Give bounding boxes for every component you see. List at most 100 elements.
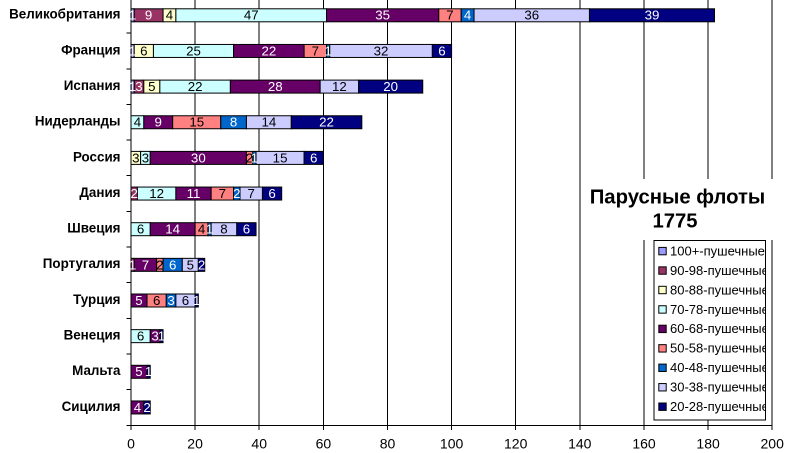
- svg-text:Нидерланды: Нидерланды: [35, 114, 121, 129]
- svg-text:180: 180: [696, 436, 720, 452]
- svg-text:4: 4: [134, 400, 141, 415]
- svg-text:30: 30: [191, 150, 206, 165]
- svg-text:Турция: Турция: [73, 292, 120, 307]
- svg-text:4: 4: [198, 222, 205, 237]
- svg-text:Мальта: Мальта: [72, 363, 121, 378]
- svg-text:1775: 1775: [652, 211, 697, 233]
- svg-text:6: 6: [310, 150, 317, 165]
- svg-text:6: 6: [438, 43, 445, 58]
- svg-text:1: 1: [206, 222, 213, 237]
- svg-text:1: 1: [129, 43, 136, 58]
- svg-text:3: 3: [167, 293, 174, 308]
- svg-text:100: 100: [440, 436, 464, 452]
- svg-text:60: 60: [316, 436, 332, 452]
- svg-text:80: 80: [380, 436, 396, 452]
- svg-text:20-28-пушечные: 20-28-пушечные: [670, 399, 769, 414]
- svg-text:7: 7: [248, 186, 255, 201]
- svg-text:8: 8: [220, 222, 227, 237]
- svg-text:14: 14: [261, 115, 276, 130]
- svg-text:Испания: Испания: [64, 78, 121, 93]
- svg-text:200: 200: [761, 436, 785, 452]
- svg-text:1: 1: [129, 257, 136, 272]
- svg-text:1: 1: [129, 8, 136, 23]
- svg-text:40: 40: [251, 436, 267, 452]
- svg-text:90-98-пушечные: 90-98-пушечные: [670, 263, 769, 278]
- svg-text:25: 25: [186, 43, 201, 58]
- svg-text:2: 2: [198, 257, 205, 272]
- svg-text:1: 1: [193, 293, 200, 308]
- svg-text:6: 6: [169, 257, 176, 272]
- svg-text:12: 12: [149, 186, 164, 201]
- svg-text:Португалия: Португалия: [43, 256, 121, 271]
- svg-text:Парусные флоты: Парусные флоты: [590, 187, 766, 209]
- svg-text:6: 6: [243, 222, 250, 237]
- svg-text:Дания: Дания: [79, 185, 120, 200]
- svg-text:15: 15: [273, 150, 288, 165]
- svg-text:3: 3: [151, 329, 158, 344]
- svg-text:5: 5: [148, 79, 155, 94]
- svg-text:4: 4: [134, 115, 141, 130]
- svg-text:6: 6: [268, 186, 275, 201]
- svg-text:2: 2: [246, 150, 253, 165]
- svg-text:2: 2: [233, 186, 240, 201]
- svg-text:4: 4: [464, 8, 471, 23]
- svg-text:1: 1: [324, 43, 331, 58]
- svg-text:5: 5: [187, 257, 194, 272]
- svg-text:32: 32: [374, 43, 389, 58]
- svg-text:50-58-пушечные: 50-58-пушечные: [670, 341, 769, 356]
- svg-text:7: 7: [219, 186, 226, 201]
- svg-text:47: 47: [244, 8, 259, 23]
- svg-text:11: 11: [187, 186, 201, 201]
- svg-text:7: 7: [142, 257, 149, 272]
- svg-text:Россия: Россия: [73, 149, 121, 164]
- svg-text:60-68-пушечные: 60-68-пушечные: [670, 321, 769, 336]
- svg-text:40-48-пушечные: 40-48-пушечные: [670, 360, 769, 375]
- svg-text:Венеция: Венеция: [64, 328, 121, 343]
- svg-text:2: 2: [131, 186, 138, 201]
- svg-text:Франция: Франция: [61, 42, 120, 57]
- svg-text:22: 22: [261, 43, 276, 58]
- svg-text:2: 2: [143, 400, 150, 415]
- svg-text:35: 35: [375, 8, 390, 23]
- svg-text:30-38-пушечные: 30-38-пушечные: [670, 380, 769, 395]
- svg-text:1: 1: [129, 79, 136, 94]
- svg-text:15: 15: [189, 115, 204, 130]
- svg-text:6: 6: [153, 293, 160, 308]
- svg-text:39: 39: [645, 8, 660, 23]
- svg-text:Швеция: Швеция: [67, 221, 120, 236]
- svg-text:80-88-пушечные: 80-88-пушечные: [670, 282, 769, 297]
- svg-text:5: 5: [135, 293, 142, 308]
- svg-text:6: 6: [140, 43, 147, 58]
- svg-text:22: 22: [319, 115, 334, 130]
- svg-text:Великобритания: Великобритания: [9, 7, 120, 22]
- svg-text:6: 6: [137, 222, 144, 237]
- svg-text:4: 4: [166, 8, 173, 23]
- svg-text:1: 1: [158, 329, 165, 344]
- svg-text:12: 12: [332, 79, 347, 94]
- svg-text:0: 0: [127, 436, 135, 452]
- svg-text:1: 1: [251, 150, 258, 165]
- svg-text:20: 20: [187, 436, 203, 452]
- svg-text:36: 36: [524, 8, 539, 23]
- svg-text:140: 140: [568, 436, 592, 452]
- svg-text:28: 28: [268, 79, 283, 94]
- svg-text:100+-пушечные: 100+-пушечные: [670, 243, 765, 258]
- svg-text:6: 6: [182, 293, 189, 308]
- svg-text:6: 6: [137, 329, 144, 344]
- svg-text:5: 5: [135, 364, 142, 379]
- svg-text:3: 3: [132, 150, 139, 165]
- svg-text:9: 9: [155, 115, 162, 130]
- svg-text:1: 1: [145, 364, 152, 379]
- svg-text:Сицилия: Сицилия: [62, 399, 121, 414]
- svg-text:7: 7: [446, 8, 453, 23]
- svg-text:120: 120: [504, 436, 528, 452]
- svg-text:14: 14: [165, 222, 180, 237]
- svg-text:7: 7: [312, 43, 319, 58]
- svg-text:8: 8: [230, 115, 237, 130]
- svg-text:22: 22: [188, 79, 203, 94]
- svg-text:3: 3: [135, 79, 142, 94]
- svg-text:160: 160: [632, 436, 656, 452]
- svg-text:3: 3: [142, 150, 149, 165]
- svg-text:9: 9: [145, 8, 152, 23]
- svg-text:20: 20: [383, 79, 398, 94]
